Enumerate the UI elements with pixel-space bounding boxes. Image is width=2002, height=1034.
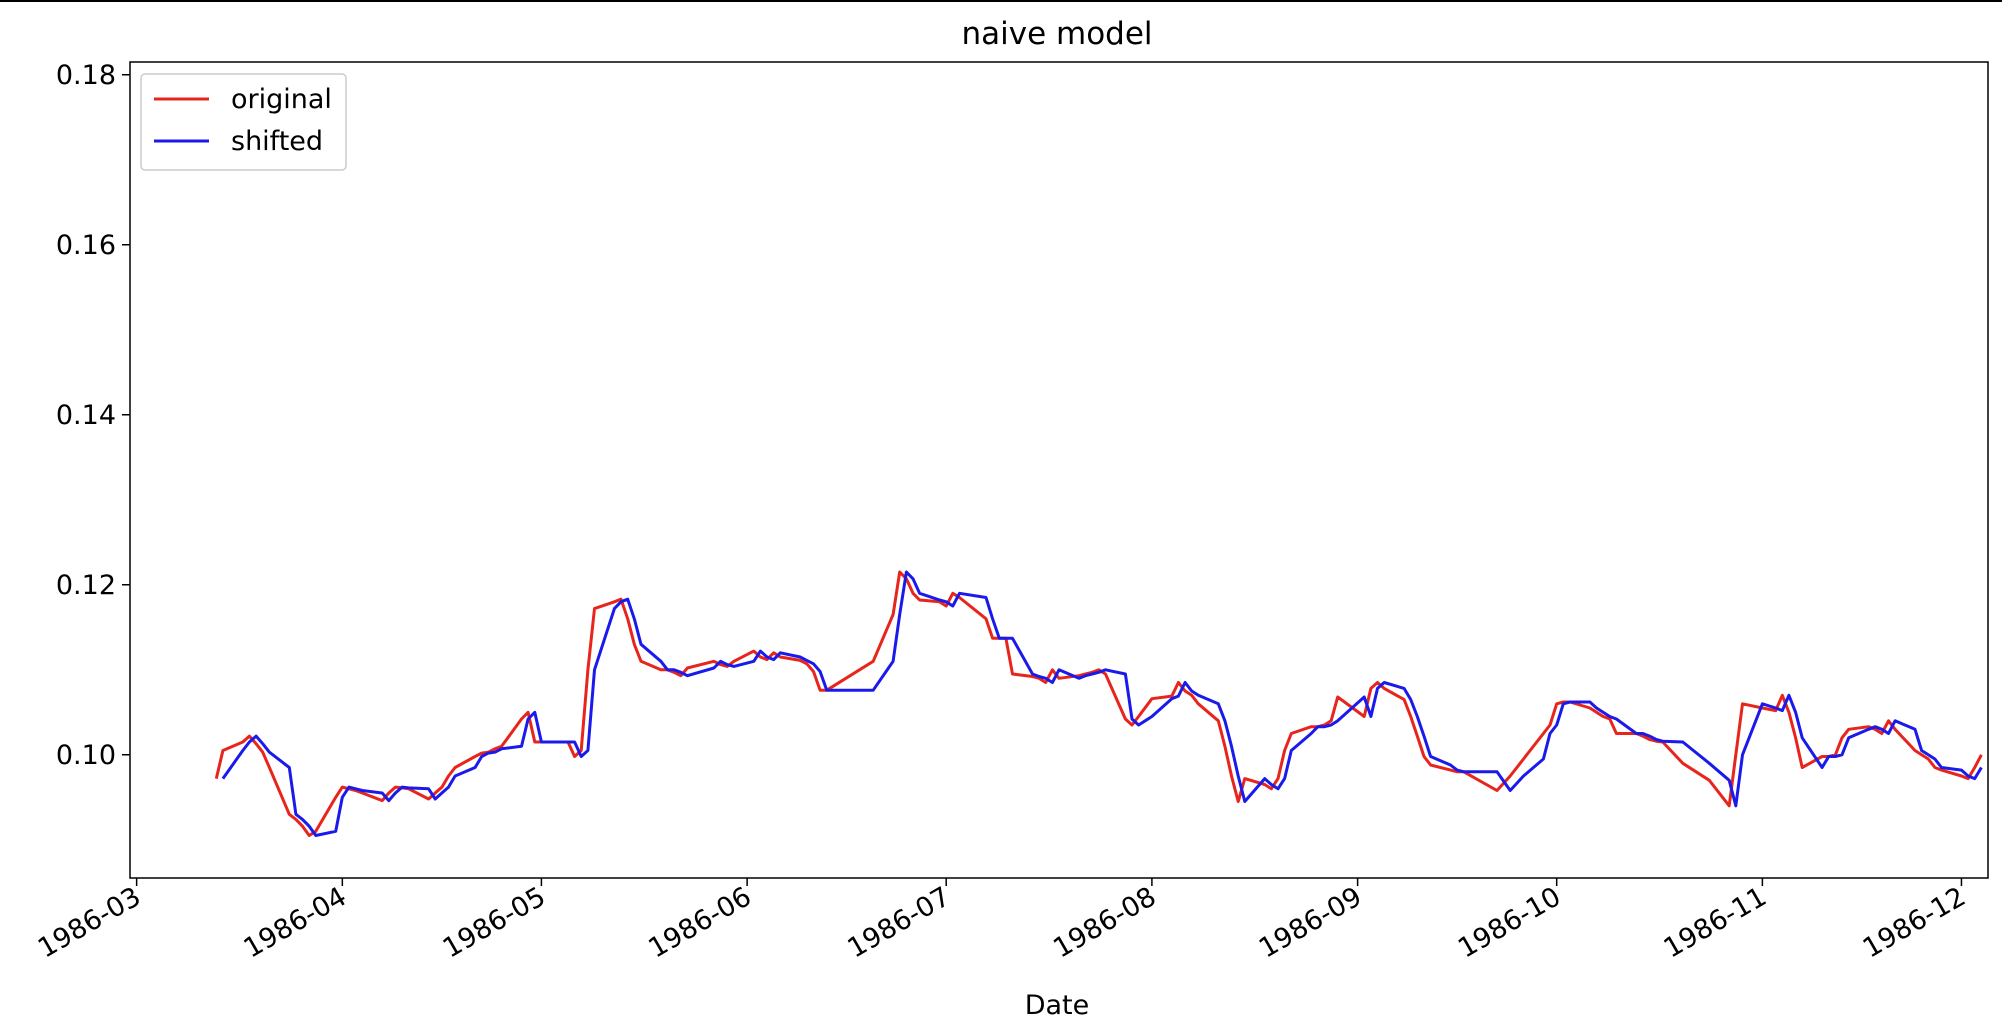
x-axis-label: Date [1025,990,1090,1021]
y-tick-label: 0.18 [56,60,116,91]
y-tick-label: 0.14 [56,400,116,431]
legend-label-original: original [231,84,332,115]
series-line-shifted [221,570,1983,837]
legend: original shifted [140,73,347,171]
series-layer [214,570,1983,837]
y-tick-label: 0.12 [56,570,116,601]
y-axis: 0.10 0.12 0.14 0.16 0.18 [56,60,130,771]
legend-label-shifted: shifted [231,126,323,157]
plot-area [129,61,1989,879]
y-tick-label: 0.10 [56,740,116,771]
y-tick-label: 0.16 [56,230,116,261]
chart-title: naive model [961,16,1152,52]
